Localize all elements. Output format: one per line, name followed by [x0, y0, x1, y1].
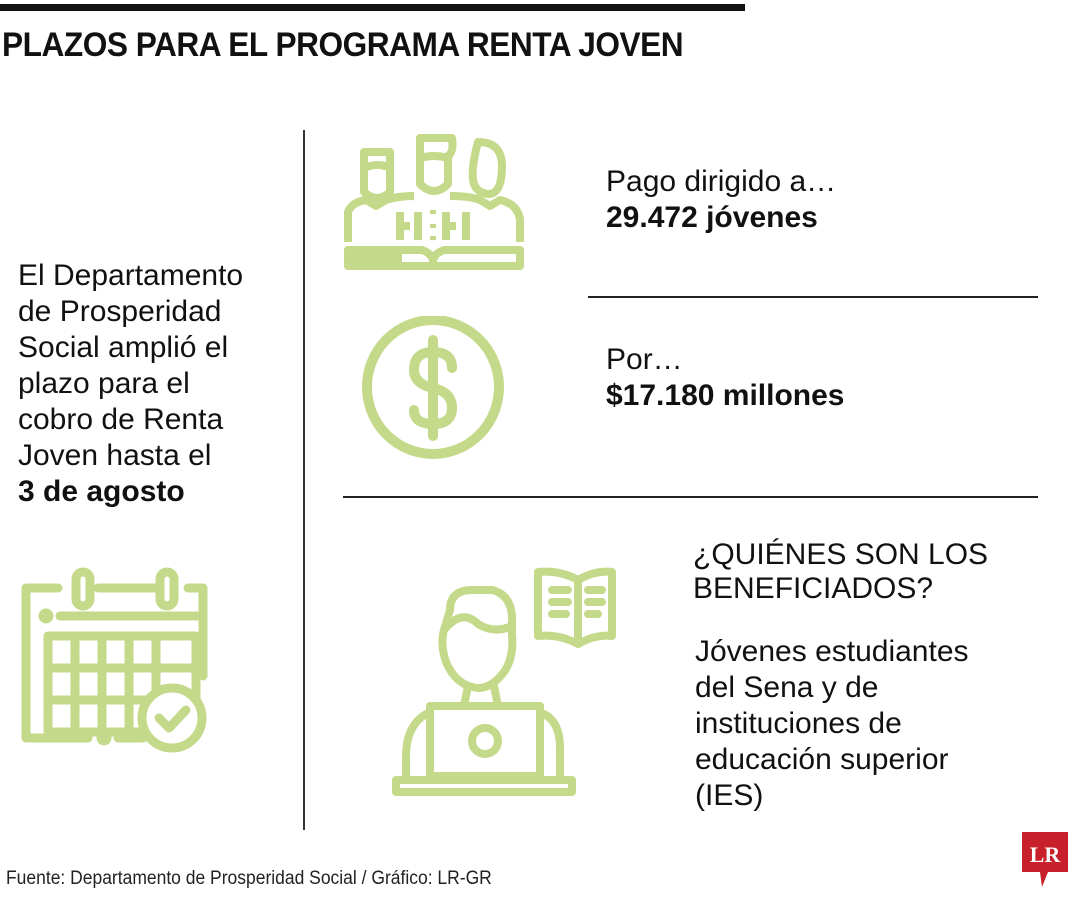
source-credit: Fuente: Departamento de Prosperidad Soci…	[6, 868, 492, 889]
body-line: instituciones de	[695, 707, 902, 740]
body-line: Jóvenes estudiantes	[695, 635, 969, 668]
left-description: El Departamento de Prosperidad Social am…	[18, 258, 308, 510]
stat-value: 29.472 jóvenes	[606, 201, 818, 234]
top-rule	[0, 4, 745, 11]
page-title: PLAZOS PARA EL PROGRAMA RENTA JOVEN	[2, 26, 684, 64]
desc-line: Joven hasta el	[18, 439, 212, 472]
desc-line: plazo para el	[18, 367, 190, 400]
vertical-divider	[303, 130, 305, 830]
beneficiaries-body: Jóvenes estudiantes del Sena y de instit…	[695, 634, 1025, 814]
beneficiaries-heading: ¿QUIÉNES SON LOS BENEFICIADOS?	[693, 538, 1033, 606]
deadline-date: 3 de agosto	[18, 475, 185, 508]
stat-label: Por…	[606, 343, 683, 376]
horizontal-divider	[588, 296, 1038, 298]
stat-label: Pago dirigido a…	[606, 165, 837, 198]
stat-students: Pago dirigido a… 29.472 jóvenes	[606, 164, 836, 236]
stat-amount: Por… $17.180 millones	[606, 342, 844, 414]
body-line: educación superior	[695, 743, 949, 776]
logo-text: LR	[1030, 842, 1062, 867]
dollar-coin-icon	[360, 316, 506, 462]
heading-line: ¿QUIÉNES SON LOS	[693, 538, 989, 571]
lr-logo: LR	[1022, 832, 1070, 888]
horizontal-divider	[343, 496, 1038, 498]
student-laptop-icon	[390, 566, 620, 796]
students-book-icon	[342, 132, 524, 274]
desc-line: Social amplió el	[18, 331, 229, 364]
calendar-check-icon	[18, 566, 213, 756]
desc-line: de Prosperidad	[18, 295, 222, 328]
body-line: del Sena y de	[695, 671, 879, 704]
heading-line: BENEFICIADOS?	[693, 572, 934, 605]
stat-value: $17.180 millones	[606, 379, 845, 412]
body-line: (IES)	[695, 779, 764, 812]
desc-line: El Departamento	[18, 259, 244, 292]
desc-line: cobro de Renta	[18, 403, 224, 436]
